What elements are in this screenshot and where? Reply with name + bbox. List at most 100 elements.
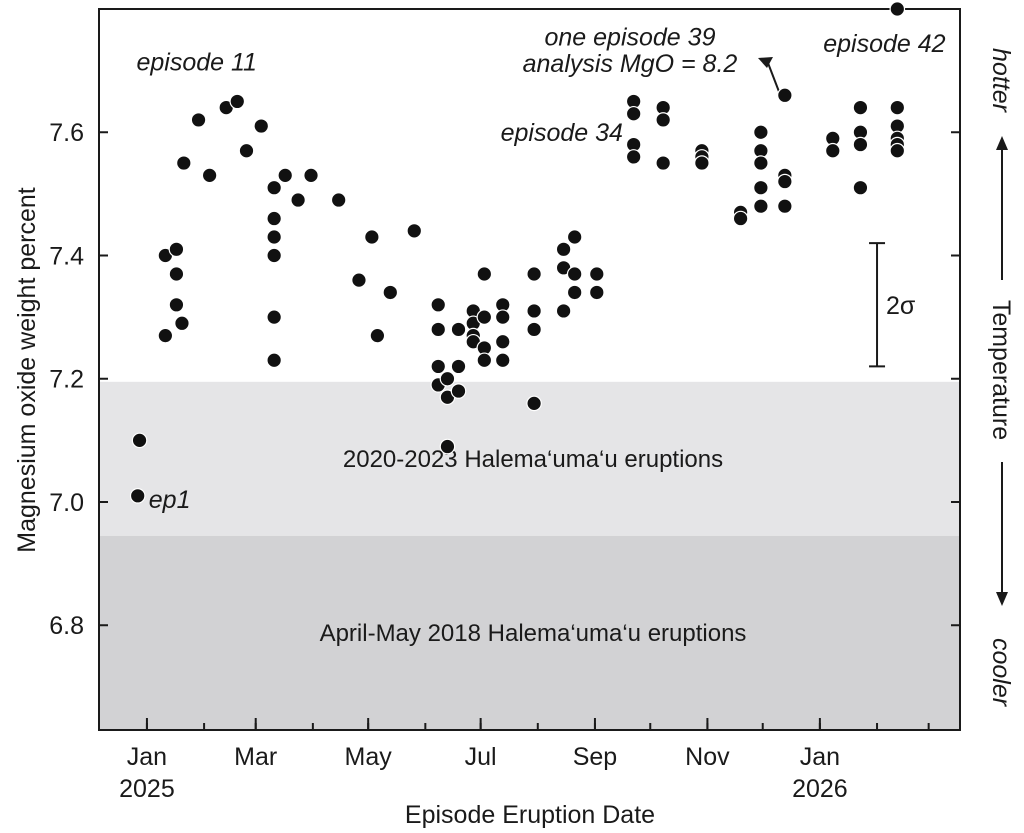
data-point (777, 87, 793, 104)
data-point (238, 142, 255, 159)
data-point (266, 179, 282, 196)
annotation: episode 34 (501, 119, 623, 147)
x-tick-label: May (345, 743, 393, 771)
right-axis-hotter: hotter (987, 48, 1015, 114)
data-point (588, 266, 605, 282)
data-point (290, 192, 306, 208)
y-axis-ticks: 6.8 7.0 7.2 7.4 7.6 (49, 119, 960, 640)
data-point (824, 142, 841, 159)
temperature-axis: hotter Temperature cooler (987, 48, 1015, 708)
data-point (382, 284, 399, 301)
annotation: analysis MgO = 8.2 (523, 50, 738, 78)
band-label: 2020-2023 Halema‘uma‘u eruptions (343, 446, 723, 473)
data-point (430, 296, 447, 313)
data-point (229, 93, 246, 110)
data-point (732, 210, 749, 227)
data-point (852, 179, 869, 196)
data-point (526, 303, 542, 319)
data-point (655, 112, 671, 128)
data-point (174, 315, 190, 332)
data-point (450, 383, 467, 399)
data-point (176, 155, 192, 171)
y-axis-label: Magnesium oxide weight percent (13, 187, 41, 553)
data-point (303, 167, 319, 184)
x-tick-label: Mar (234, 743, 277, 771)
data-point (476, 266, 493, 282)
data-point (494, 309, 511, 325)
data-point (625, 149, 642, 165)
y-tick-label: 7.2 (49, 366, 84, 394)
data-point (266, 229, 282, 245)
data-point (439, 438, 456, 455)
x-tick-label: Jul (465, 743, 497, 771)
data-point (494, 333, 511, 350)
right-axis-temperature: Temperature (987, 300, 1015, 440)
data-point (277, 167, 294, 184)
y-tick-label: 7.0 (49, 489, 84, 517)
data-point (476, 309, 493, 325)
data-point (266, 210, 282, 227)
data-point (753, 155, 769, 171)
data-point (266, 309, 282, 325)
data-point (131, 432, 148, 449)
x-tick-label: Sep (573, 743, 617, 771)
data-point (777, 198, 793, 214)
right-axis-cooler: cooler (987, 638, 1015, 708)
annotation: one episode 39 (544, 24, 715, 52)
data-point (129, 488, 146, 504)
data-point (157, 327, 174, 344)
annotation: episode 11 (136, 48, 256, 76)
data-point (168, 241, 185, 258)
data-point (430, 358, 447, 375)
data-point (494, 352, 511, 369)
data-point (753, 198, 769, 214)
two-sigma-error-bar: 2σ (869, 242, 916, 368)
data-point (753, 179, 769, 196)
band-label: April-May 2018 Halema‘uma‘u eruptions (320, 620, 747, 647)
plot-frame (98, 8, 961, 731)
annotation-arrow-head (758, 57, 773, 68)
data-point (625, 105, 642, 122)
data-point (526, 395, 542, 412)
data-points (129, 1, 906, 504)
data-point (450, 321, 467, 338)
data-point (351, 272, 367, 288)
band-1 (99, 535, 960, 730)
annotations: episode 11 episode 34 one episode 39analys… (136, 24, 945, 514)
data-point (266, 352, 282, 369)
data-point (168, 296, 185, 313)
annotation: episode 42 (823, 30, 945, 58)
y-tick-label: 6.8 (49, 612, 84, 640)
data-point (889, 99, 906, 116)
data-point (566, 266, 583, 282)
x-tick-label: Jan (800, 743, 840, 771)
data-point (369, 327, 386, 344)
cooler-arrow-head (996, 592, 1008, 606)
x-tick-year-label: 2026 (792, 775, 848, 803)
x-tick-label: Jan (127, 743, 167, 771)
data-point (201, 167, 218, 184)
data-point (588, 284, 605, 301)
data-point (566, 284, 583, 301)
data-point (753, 124, 769, 141)
hotter-arrow-head (996, 136, 1008, 150)
y-tick-label: 7.6 (49, 119, 84, 147)
data-point (364, 229, 380, 245)
annotation: ep1 (149, 486, 191, 514)
data-point (555, 303, 572, 319)
data-point (406, 223, 423, 239)
data-point (526, 266, 542, 282)
x-tick-year-label: 2025 (119, 775, 175, 803)
data-point (852, 136, 869, 153)
data-point (439, 370, 456, 387)
reference-bands: 2020-2023 Halema‘uma‘u eruptions April-Ma… (99, 381, 960, 730)
data-point (330, 192, 347, 208)
data-point (889, 142, 906, 159)
data-point (777, 173, 793, 190)
data-point (852, 99, 869, 116)
data-point (266, 247, 282, 264)
data-point (476, 352, 493, 369)
data-point (190, 112, 207, 128)
data-point (694, 155, 710, 171)
